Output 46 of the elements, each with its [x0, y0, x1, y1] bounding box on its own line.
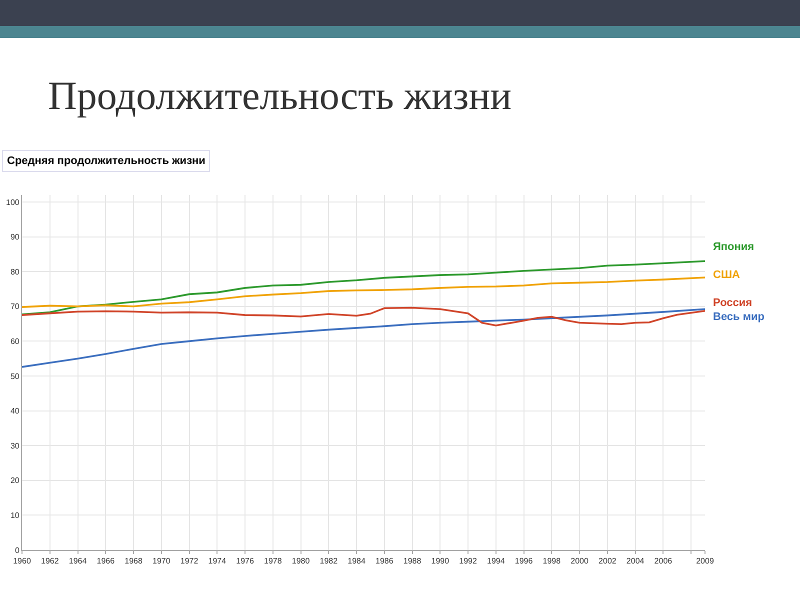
line-series — [22, 276, 705, 308]
x-tick-label: 2004 — [626, 556, 645, 566]
x-tick-label: 1984 — [348, 556, 366, 566]
y-tick-label: 70 — [10, 302, 20, 312]
x-tick-label: 1974 — [208, 556, 227, 566]
y-tick-label: 90 — [10, 232, 20, 242]
x-tick-label: 1962 — [40, 556, 60, 566]
x-tick-label: 1970 — [152, 556, 171, 566]
y-tick-label: 40 — [10, 406, 20, 416]
x-tick-label: 2006 — [654, 556, 673, 566]
x-tick-label: 1992 — [459, 556, 478, 566]
y-tick-label: 30 — [10, 441, 20, 450]
x-tick-label: 1968 — [124, 556, 143, 566]
x-tick-label: 1994 — [487, 556, 506, 566]
line-series — [22, 260, 705, 316]
series-label: Весь мир — [713, 311, 765, 323]
x-tick-label: 1960 — [13, 556, 32, 566]
x-tick-label: 1986 — [376, 556, 394, 566]
x-tick-label: 2000 — [570, 556, 589, 566]
x-tick-label: 2002 — [598, 556, 617, 566]
x-tick-label: 1966 — [96, 556, 116, 566]
y-tick-label: 0 — [14, 546, 20, 555]
x-tick-label: 1976 — [236, 556, 254, 566]
x-tick-label: 2009 — [696, 556, 714, 566]
y-tick-label: 10 — [10, 511, 20, 520]
y-tick-label: 50 — [10, 372, 20, 381]
x-tick-label: 1964 — [68, 556, 88, 566]
series-label: Япония — [713, 241, 754, 253]
y-tick-label: 20 — [10, 476, 20, 486]
series-label: Россия — [713, 297, 752, 309]
line-series — [22, 308, 705, 368]
x-tick-label: 1982 — [320, 556, 338, 566]
x-tick-label: 1978 — [264, 556, 282, 566]
chart-subtitle: Средняя продолжительность жизни — [2, 150, 210, 172]
x-tick-label: 1996 — [514, 556, 534, 566]
line-series — [22, 306, 705, 326]
x-tick-label: 1972 — [180, 556, 199, 566]
x-tick-label: 1990 — [431, 556, 450, 566]
x-tick-label: 1998 — [542, 556, 562, 566]
y-tick-label: 100 — [6, 198, 20, 207]
x-tick-label: 1988 — [403, 556, 422, 566]
y-tick-label: 80 — [10, 267, 20, 276]
chart-title: Продолжительность жизни — [48, 72, 512, 119]
y-tick-label: 60 — [10, 336, 20, 346]
x-tick-label: 1980 — [292, 556, 310, 566]
series-label: США — [713, 269, 740, 281]
